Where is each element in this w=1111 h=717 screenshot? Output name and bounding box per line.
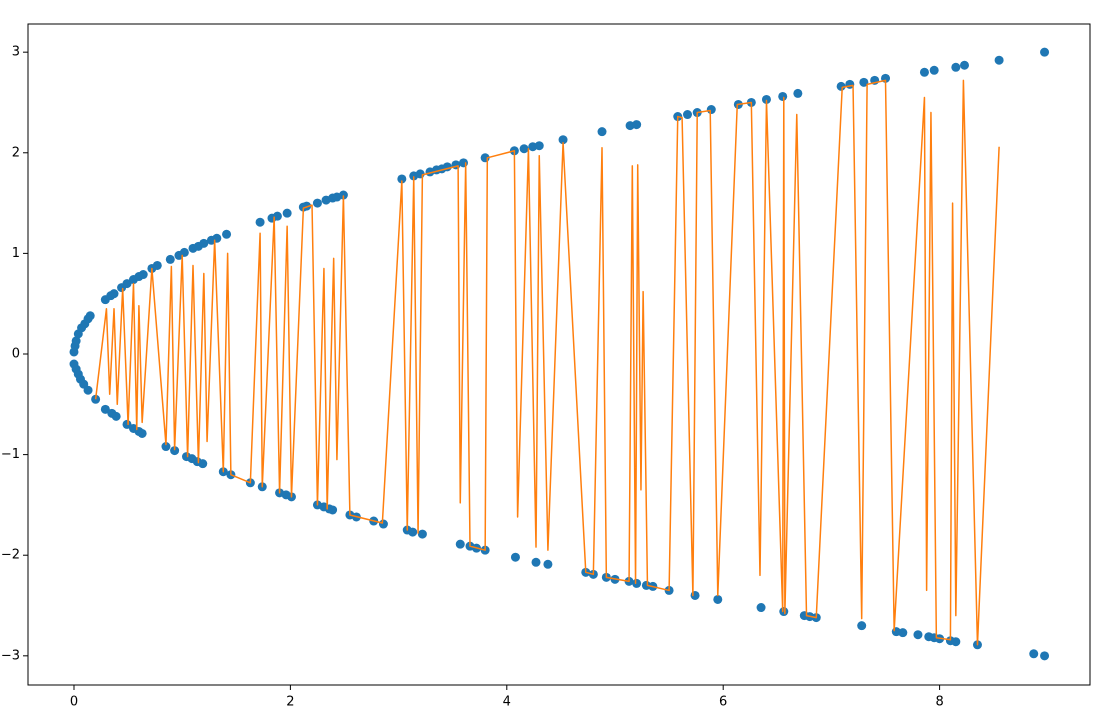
point xyxy=(706,105,716,115)
point xyxy=(778,91,788,101)
point xyxy=(929,65,939,75)
point xyxy=(408,527,418,537)
x-tick-label: 6 xyxy=(719,695,727,710)
point xyxy=(459,158,469,168)
point xyxy=(859,77,869,87)
point xyxy=(111,411,121,421)
point xyxy=(761,94,771,104)
point xyxy=(161,442,171,452)
point xyxy=(212,233,222,243)
point xyxy=(451,160,461,170)
point xyxy=(122,419,132,429)
point xyxy=(543,559,553,569)
point xyxy=(71,336,81,346)
point xyxy=(836,81,846,91)
x-tick-label: 0 xyxy=(70,695,78,710)
point xyxy=(1040,47,1050,57)
y-tick-label: 1 xyxy=(12,246,20,261)
plot-frame xyxy=(27,23,1091,686)
point xyxy=(951,62,961,72)
point xyxy=(85,311,95,321)
point xyxy=(756,603,766,613)
point xyxy=(951,637,961,647)
point xyxy=(690,590,700,600)
point xyxy=(338,190,348,200)
y-tick-label: 0 xyxy=(12,346,20,361)
point xyxy=(1029,649,1039,659)
x-tick-label: 2 xyxy=(286,695,294,710)
point xyxy=(558,135,568,145)
x-tick-label: 4 xyxy=(503,695,511,710)
point xyxy=(793,88,803,98)
point xyxy=(109,289,119,299)
point xyxy=(994,55,1004,65)
point xyxy=(282,208,292,218)
point xyxy=(534,141,544,151)
point xyxy=(152,260,162,270)
point xyxy=(138,270,148,280)
point xyxy=(255,217,265,227)
point xyxy=(170,446,180,456)
y-tick-label: −3 xyxy=(1,648,20,663)
x-tick-label: 8 xyxy=(935,695,943,710)
point xyxy=(455,539,465,549)
point xyxy=(122,279,132,289)
point xyxy=(632,120,642,130)
point xyxy=(682,110,692,120)
point xyxy=(959,60,969,70)
point xyxy=(378,519,388,529)
point xyxy=(898,628,908,638)
point xyxy=(222,229,232,239)
point xyxy=(83,385,93,395)
point xyxy=(397,174,407,184)
point xyxy=(779,607,789,617)
point xyxy=(919,67,929,77)
point xyxy=(1040,651,1050,661)
point xyxy=(179,247,189,257)
point xyxy=(713,594,723,604)
point xyxy=(199,238,209,248)
point xyxy=(100,404,110,414)
point xyxy=(913,630,923,640)
point xyxy=(137,428,147,438)
point xyxy=(272,211,282,221)
point xyxy=(328,505,338,515)
y-tick-label: 3 xyxy=(12,45,20,60)
point xyxy=(312,198,322,208)
point xyxy=(531,557,541,567)
point xyxy=(519,144,529,154)
line xyxy=(94,79,1000,646)
point xyxy=(165,254,175,264)
point xyxy=(857,621,867,631)
y-tick-label: −1 xyxy=(1,447,20,462)
y-tick-label: 2 xyxy=(12,145,20,160)
y-tick-label: −2 xyxy=(1,548,20,563)
point xyxy=(632,578,642,588)
point xyxy=(417,529,427,539)
point xyxy=(510,552,520,562)
point xyxy=(198,459,208,469)
point xyxy=(597,127,607,137)
